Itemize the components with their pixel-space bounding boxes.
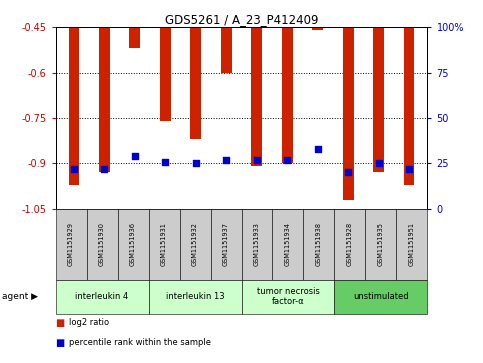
Point xyxy=(405,166,413,172)
Bar xyxy=(252,27,262,166)
Text: GSM1151932: GSM1151932 xyxy=(192,222,198,266)
Bar xyxy=(129,27,140,48)
Bar xyxy=(373,27,384,172)
Point xyxy=(253,157,261,163)
Text: GSM1151931: GSM1151931 xyxy=(161,222,167,266)
Point xyxy=(70,166,78,172)
Text: GSM1151937: GSM1151937 xyxy=(223,222,229,266)
Point xyxy=(161,159,169,164)
Text: GSM1151928: GSM1151928 xyxy=(347,222,353,266)
Bar xyxy=(282,27,293,163)
Bar xyxy=(404,27,414,184)
Text: GSM1151936: GSM1151936 xyxy=(130,222,136,266)
Text: tumor necrosis
factor-α: tumor necrosis factor-α xyxy=(256,287,319,306)
Text: GSM1151951: GSM1151951 xyxy=(409,222,415,266)
Text: GSM1151934: GSM1151934 xyxy=(285,222,291,266)
Text: interleukin 4: interleukin 4 xyxy=(75,292,128,301)
Point xyxy=(375,160,383,166)
Point xyxy=(284,157,291,163)
Text: ■: ■ xyxy=(56,318,65,328)
Text: GSM1151933: GSM1151933 xyxy=(254,222,260,266)
Bar xyxy=(160,27,170,121)
Text: percentile rank within the sample: percentile rank within the sample xyxy=(69,338,211,347)
Bar xyxy=(99,27,110,172)
Title: GDS5261 / A_23_P412409: GDS5261 / A_23_P412409 xyxy=(165,13,318,26)
Bar xyxy=(343,27,354,200)
Text: log2 ratio: log2 ratio xyxy=(69,318,109,327)
Point xyxy=(131,153,139,159)
Bar xyxy=(313,27,323,30)
Bar xyxy=(221,27,231,73)
Text: GSM1151935: GSM1151935 xyxy=(378,222,384,266)
Text: agent ▶: agent ▶ xyxy=(2,292,39,301)
Text: GSM1151930: GSM1151930 xyxy=(99,222,105,266)
Point xyxy=(314,146,322,152)
Text: unstimulated: unstimulated xyxy=(353,292,409,301)
Point xyxy=(100,166,108,172)
Point xyxy=(192,160,199,166)
Text: ■: ■ xyxy=(56,338,65,348)
Bar xyxy=(69,27,79,184)
Bar xyxy=(190,27,201,139)
Text: GSM1151938: GSM1151938 xyxy=(316,222,322,266)
Text: GSM1151929: GSM1151929 xyxy=(68,222,74,266)
Point xyxy=(344,170,352,175)
Text: interleukin 13: interleukin 13 xyxy=(166,292,224,301)
Point xyxy=(222,157,230,163)
